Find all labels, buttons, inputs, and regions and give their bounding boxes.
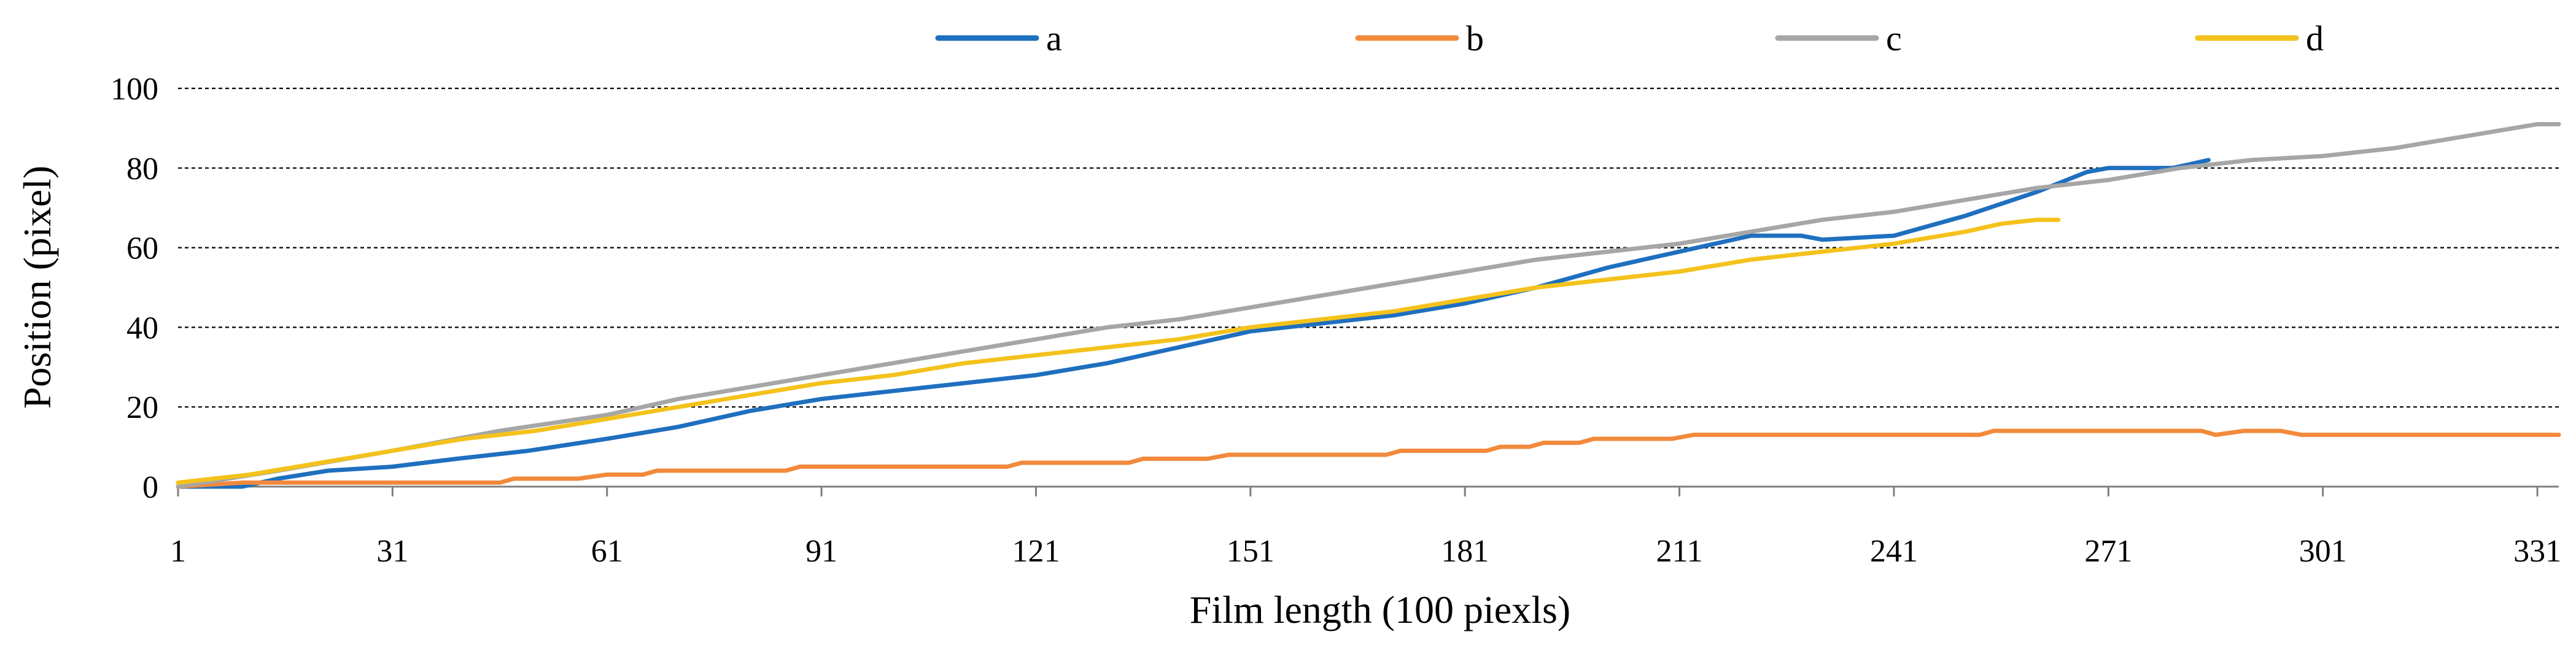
- y-tick-label: 0: [142, 470, 158, 505]
- x-tick-label: 331: [2513, 534, 2561, 569]
- series-line-a: [176, 158, 2211, 489]
- x-axis-ticks: 1 31 61 91 121 151 181 211 241 271 301 331: [170, 487, 2561, 569]
- legend-label-a: a: [1046, 18, 1062, 58]
- x-tick-label: 31: [376, 534, 408, 569]
- y-axis-ticks: 0 20 40 60 80 100: [111, 72, 158, 505]
- y-tick-label: 20: [126, 390, 158, 425]
- y-axis-title: Position (pixel): [15, 166, 59, 409]
- y-tick-label: 100: [111, 72, 158, 107]
- x-tick-label: 181: [1441, 534, 1489, 569]
- gridlines: [178, 87, 2559, 408]
- legend: a b c d: [935, 18, 2324, 58]
- y-tick-label: 80: [126, 152, 158, 187]
- x-axis-title: Film length (100 piexls): [1190, 588, 1570, 631]
- x-tick-label: 211: [1656, 534, 1703, 569]
- x-tick-label: 151: [1227, 534, 1274, 569]
- x-tick-label: 301: [2299, 534, 2347, 569]
- x-tick-label: 91: [805, 534, 837, 569]
- y-tick-label: 60: [126, 231, 158, 266]
- x-tick-label: 121: [1012, 534, 1060, 569]
- x-tick-label: 241: [1870, 534, 1918, 569]
- series-line-c: [176, 122, 2561, 489]
- x-tick-label: 271: [2084, 534, 2132, 569]
- series-line-d: [176, 217, 2061, 485]
- x-tick-label: 61: [591, 534, 623, 569]
- legend-label-d: d: [2306, 18, 2324, 58]
- x-tick-label: 1: [170, 534, 186, 569]
- series-line-b: [176, 428, 2561, 489]
- y-tick-label: 40: [126, 310, 158, 345]
- legend-label-c: c: [1886, 18, 1902, 58]
- legend-label-b: b: [1466, 18, 1484, 58]
- series-group: [176, 122, 2561, 489]
